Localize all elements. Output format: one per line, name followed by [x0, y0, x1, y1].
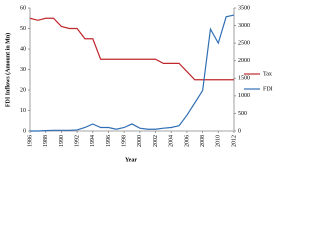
- y2-tick-label: 2500: [238, 41, 250, 47]
- legend-label: Tax: [263, 71, 272, 77]
- y2-tick-label: 2000: [238, 58, 250, 64]
- x-tick-label: 1998: [122, 135, 128, 147]
- y2-tick-label: 1500: [238, 76, 250, 82]
- x-tick-label: 2012: [231, 135, 237, 147]
- x-tick-label: 1986: [27, 135, 33, 147]
- y-tick-label: 0: [23, 128, 26, 134]
- x-tick-label: 1996: [106, 135, 112, 147]
- y-axis-label: FDI Inflows (Amount in Mn): [4, 33, 11, 107]
- series-line: [29, 17, 234, 81]
- x-tick-label: 2006: [184, 135, 190, 147]
- x-tick-label: 1988: [43, 135, 49, 147]
- series-line: [30, 14, 235, 132]
- y-tick-label: 50: [20, 26, 26, 32]
- y2-tick-label: 3500: [238, 5, 250, 11]
- x-tick-label: 2000: [137, 135, 143, 147]
- x-tick-label: 1994: [90, 135, 96, 147]
- chart: FDI Inflows (Amount in Mn) Year 0 10 20 30 4…: [4, 5, 273, 163]
- x-tick-label: 2004: [169, 135, 175, 147]
- y2-tick-label: 3000: [238, 23, 250, 29]
- x-tick-label: 2008: [200, 135, 206, 147]
- y2-tick-label: 500: [238, 111, 247, 117]
- y2-tick-label: 1000: [238, 93, 250, 99]
- x-tick-label: 2002: [153, 135, 159, 147]
- y-tick-label: 10: [20, 108, 26, 114]
- legend-label: FDI: [263, 86, 273, 92]
- x-axis-label: Year: [125, 157, 137, 163]
- y-tick-label: 40: [20, 46, 26, 52]
- y-tick-label: 20: [20, 87, 26, 93]
- x-tick-label: 1992: [74, 135, 80, 147]
- x-tick-label: 1990: [59, 135, 65, 147]
- y-tick-label: 30: [20, 67, 26, 73]
- y-tick-label: 60: [20, 5, 26, 11]
- x-tick-label: 2010: [216, 135, 222, 147]
- y2-tick-label: 0: [238, 128, 241, 134]
